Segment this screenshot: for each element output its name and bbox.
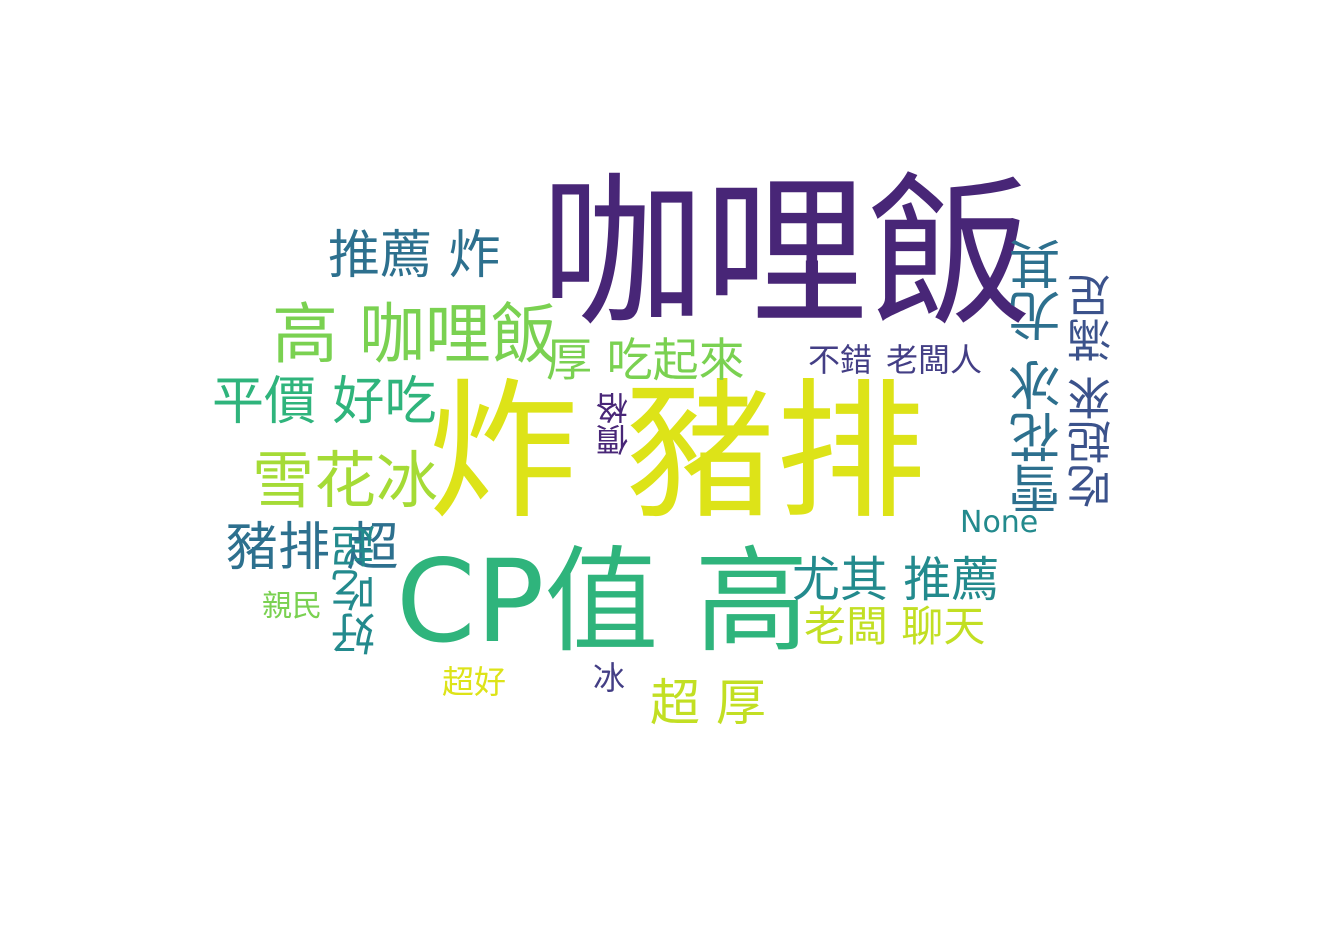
word-recommend-fried: 推薦 炸 [328, 226, 501, 286]
word-boss-chat: 老闆 聊天 [804, 602, 986, 651]
word-fried-pork-chop: 炸 豬排 [428, 366, 926, 540]
word-super-good: 超好 [442, 663, 507, 701]
word-cheap-tasty: 平價 好吃 [212, 372, 437, 432]
word-cp-value-high: CP值 高 [396, 535, 809, 668]
word-ice: 冰 [593, 659, 626, 697]
word-super-thick: 超 厚 [650, 674, 766, 732]
word-boss-person: 老闆人 [886, 341, 983, 379]
word-thick-tastes: 厚 吃起來 [546, 333, 745, 387]
word-shaved-ice: 雪花冰 [252, 444, 439, 517]
word-especially-recommend: 尤其 推薦 [792, 552, 1000, 608]
word-affordable: 親民 [262, 589, 322, 624]
word-tastes-satisfying: 吃起來 滿足 [1068, 274, 1119, 508]
word-price: 價格 [595, 392, 633, 456]
word-high-curry-rice: 高 咖哩飯 [272, 296, 557, 373]
word-none: None [960, 505, 1039, 540]
word-curry-rice: 咖哩飯 [540, 158, 1033, 349]
word-shaved-ice-especially: 雪花冰 尤其 [1010, 238, 1070, 515]
word-not-bad: 不錯 [808, 341, 873, 379]
word-tasty-super: 好吃超 [332, 524, 383, 656]
word-pork-chop-super: 豬排 超 [226, 518, 399, 578]
